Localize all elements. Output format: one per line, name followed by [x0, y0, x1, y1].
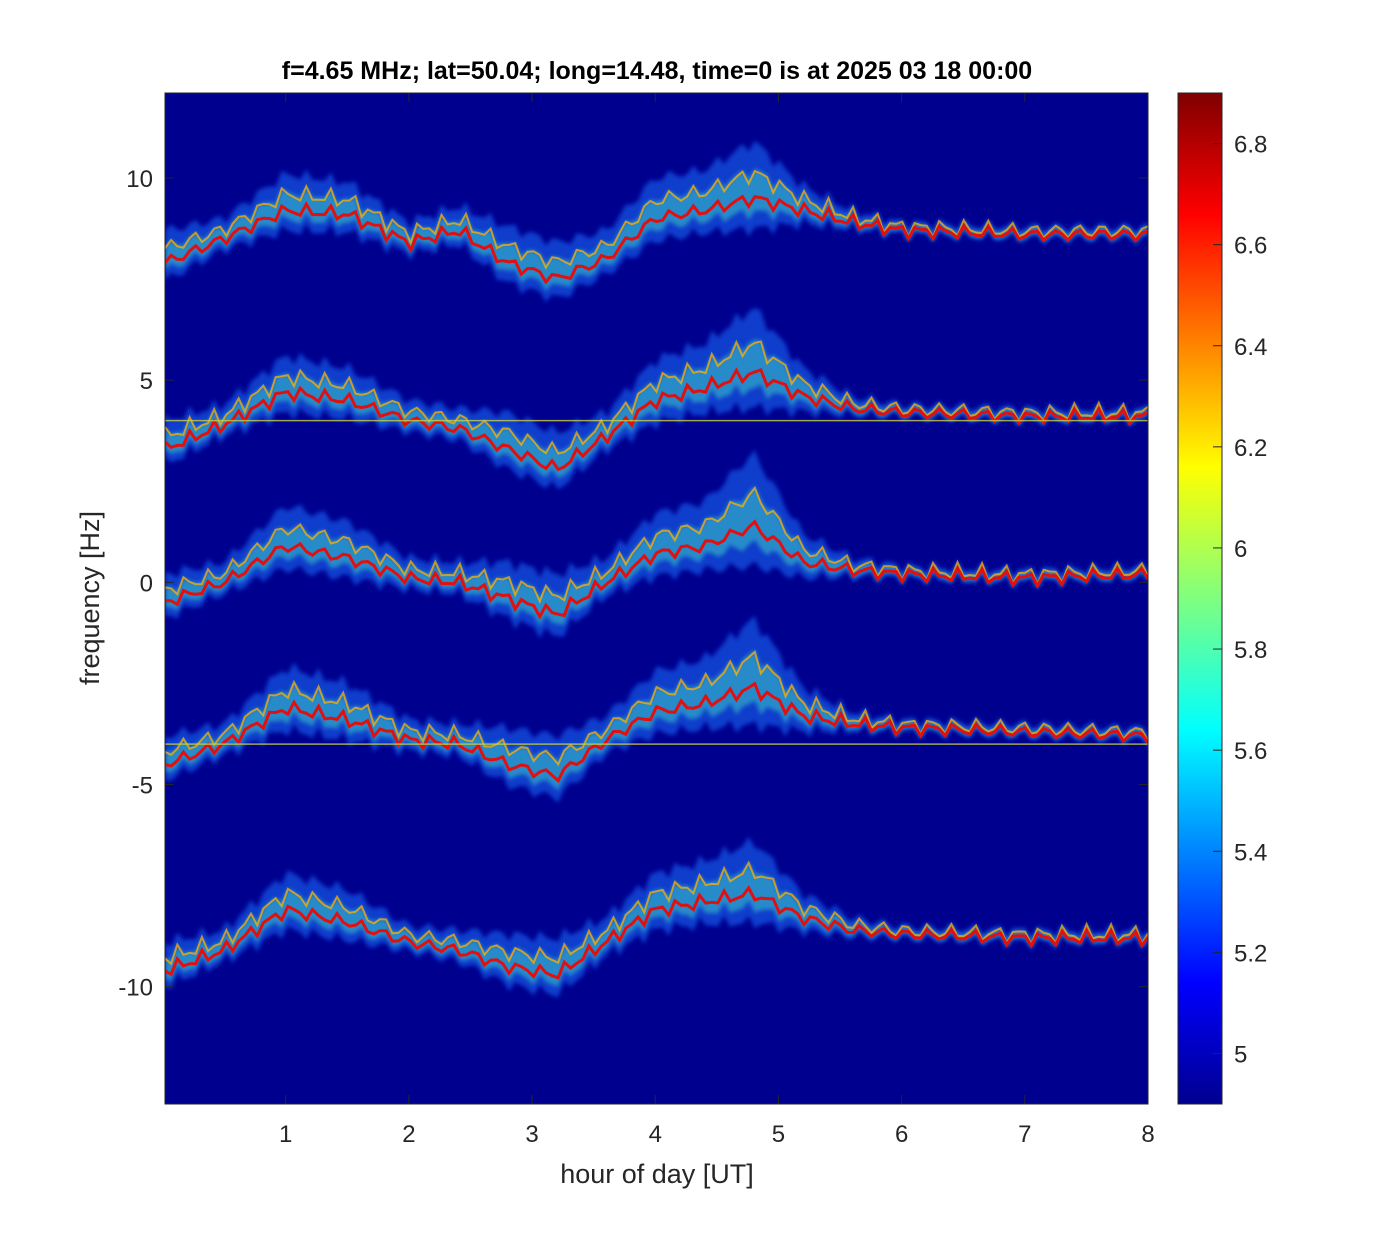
y-tick-label: 5	[140, 368, 153, 395]
colorbar-tick-label: 6.4	[1234, 334, 1267, 361]
x-tick-label: 4	[649, 1121, 662, 1148]
colorbar-tick-label: 6	[1234, 536, 1247, 563]
trace-echo-line	[165, 860, 1148, 966]
trace-band	[165, 449, 1148, 639]
colorbar-tick-label: 6.6	[1234, 233, 1267, 260]
colorbar-tick-label: 5	[1234, 1041, 1247, 1068]
trace-echo-line	[165, 339, 1148, 455]
y-tick-label: 0	[140, 570, 153, 597]
colorbar-gradient	[1177, 92, 1223, 1105]
colorbar: 6.8 6.6 6.4 6.2 6 5.8 5.6 5.4 5.2 5	[1177, 92, 1267, 1105]
trace-core-band	[165, 485, 1148, 627]
y-axis: 10 5 0 -5 -10	[118, 166, 1148, 1002]
colorbar-tick-label: 6.8	[1234, 132, 1267, 159]
trace-core-band	[165, 649, 1148, 791]
trace-main-line	[165, 194, 1148, 285]
trace-main-line	[165, 681, 1148, 784]
trace-band	[165, 307, 1148, 490]
x-tick-label: 6	[895, 1121, 908, 1148]
y-tick-label: -5	[132, 773, 153, 800]
x-tick-label: 1	[279, 1121, 292, 1148]
trace-band	[165, 615, 1148, 803]
colorbar-ticks: 6.8 6.6 6.4 6.2 6 5.8 5.6 5.4 5.2 5	[1213, 132, 1267, 1068]
trace-core-band	[165, 862, 1148, 987]
colorbar-tick-label: 5.2	[1234, 940, 1267, 967]
x-axis-label: hour of day [UT]	[560, 1159, 754, 1189]
colorbar-tick-label: 5.6	[1234, 738, 1267, 765]
trace-main-line	[165, 367, 1148, 472]
colorbar-tick-label: 5.4	[1234, 839, 1267, 866]
chart-title: f=4.65 MHz; lat=50.04; long=14.48, time=…	[282, 57, 1032, 85]
colorbar-tick-label: 6.2	[1234, 435, 1267, 462]
trace-main-line	[165, 885, 1148, 980]
trace-band	[165, 140, 1148, 302]
x-axis: 1 2 3 4 5 6 7 8	[279, 93, 1155, 1148]
plot-area	[164, 92, 1149, 1105]
trace-core-band	[165, 168, 1148, 292]
trace-echo-line	[165, 486, 1148, 604]
trace-echo-line	[165, 169, 1148, 270]
x-tick-label: 7	[1018, 1121, 1031, 1148]
colorbar-tick-label: 5.8	[1234, 637, 1267, 664]
y-tick-label: 10	[126, 166, 153, 193]
y-tick-label: -10	[118, 975, 153, 1002]
trace-band	[165, 836, 1148, 998]
y-axis-label: frequency [Hz]	[75, 511, 105, 685]
x-tick-label: 2	[402, 1121, 415, 1148]
x-tick-label: 3	[525, 1121, 538, 1148]
x-tick-label: 5	[772, 1121, 785, 1148]
plot-frame	[164, 92, 1149, 1105]
trace-main-line	[165, 519, 1148, 620]
trace-echo-line	[165, 649, 1148, 767]
x-tick-label: 8	[1141, 1121, 1154, 1148]
plot-background	[165, 93, 1148, 1104]
